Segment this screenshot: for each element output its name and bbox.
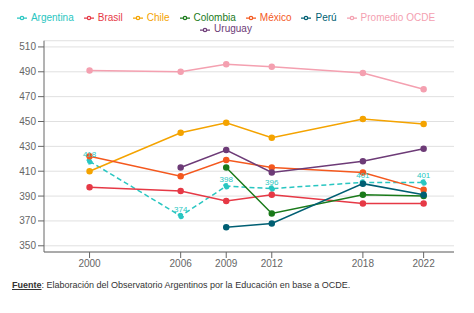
- svg-text:401: 401: [356, 171, 370, 180]
- svg-text:2006: 2006: [170, 258, 193, 269]
- html-text:Chile: Chile: [146, 12, 170, 23]
- svg-text:396: 396: [265, 178, 279, 187]
- svg-text:374: 374: [174, 205, 188, 214]
- svg-text:2009: 2009: [215, 258, 238, 269]
- html-text:Perú: Perú: [315, 12, 337, 23]
- svg-text:2018: 2018: [352, 258, 375, 269]
- svg-text:2022: 2022: [413, 258, 436, 269]
- svg-text:350: 350: [19, 240, 36, 251]
- svg-text:418: 418: [83, 150, 97, 159]
- html-text:Uruguay: Uruguay: [214, 23, 252, 35]
- svg-text:2000: 2000: [78, 258, 101, 269]
- svg-text:430: 430: [19, 141, 36, 152]
- html-text:Brasil: Brasil: [97, 12, 123, 23]
- svg-text:401: 401: [417, 171, 431, 180]
- svg-text:410: 410: [19, 166, 36, 177]
- html-text:México: México: [259, 12, 292, 23]
- html-text:Colombia: Colombia: [193, 12, 236, 23]
- html-text:Promedio OCDE: Promedio OCDE: [360, 12, 436, 23]
- svg-text:510: 510: [19, 41, 36, 52]
- svg-text:390: 390: [19, 191, 36, 202]
- svg-text:490: 490: [19, 66, 36, 77]
- svg-text:370: 370: [19, 215, 36, 226]
- svg-text:398: 398: [220, 175, 234, 184]
- html-text:Argentina: Argentina: [30, 12, 74, 23]
- svg-text:450: 450: [19, 116, 36, 127]
- svg-text:470: 470: [19, 91, 36, 102]
- svg-text:2012: 2012: [261, 258, 284, 269]
- html-text:Fuente: Elaboración del Observ: Fuente: Elaboración del Observatorio Arg…: [12, 280, 351, 290]
